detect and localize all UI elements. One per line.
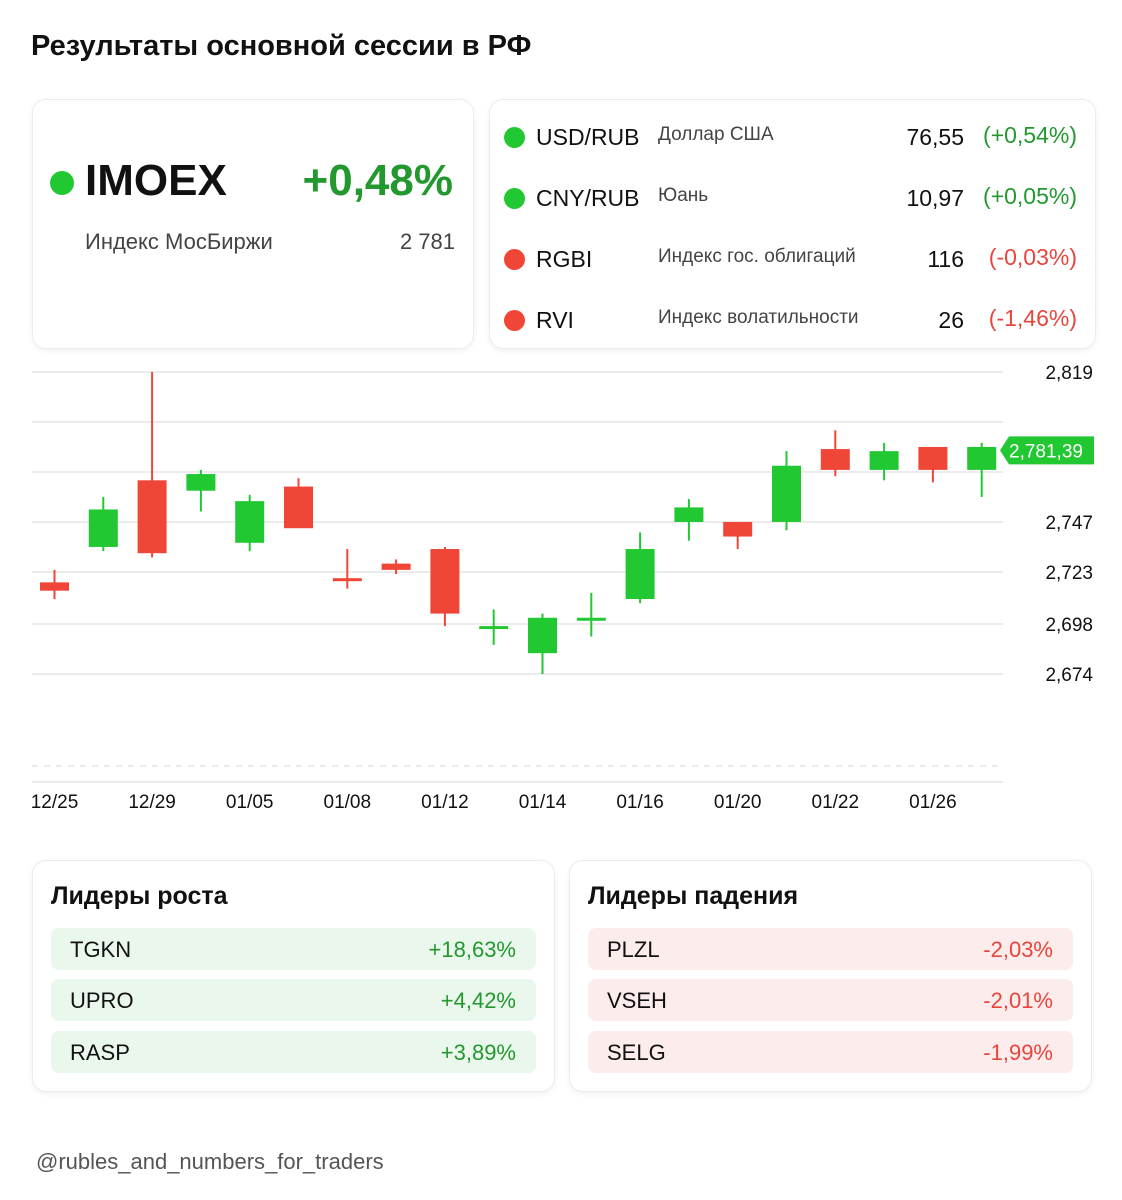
quote-symbol: RVI xyxy=(536,307,574,333)
status-dot xyxy=(504,249,525,270)
y-tick-label: 2,747 xyxy=(1045,513,1093,534)
quote-value: 10,97 xyxy=(906,185,964,211)
candle-body xyxy=(820,449,850,470)
x-tick-label: 12/25 xyxy=(31,792,79,813)
quote-row-rvi: RVI Индекс волатильности 26 (-1,46%) xyxy=(490,301,1095,341)
quote-value: 76,55 xyxy=(906,124,964,150)
imoex-change: +0,48% xyxy=(302,156,453,205)
gainer-change: +4,42% xyxy=(440,988,516,1013)
x-tick-label: 01/12 xyxy=(421,792,469,813)
imoex-value: 2 781 xyxy=(399,229,455,254)
quote-symbol: CNY/RUB xyxy=(536,185,640,211)
imoex-candlestick-chart: 2,819 2,747 2,723 2,698 2,674 12/25 12/29 01/05… xyxy=(0,355,1122,825)
candle-body xyxy=(40,582,69,591)
quote-name: Доллар США xyxy=(658,124,774,145)
quote-name: Юань xyxy=(658,185,709,206)
gainer-change: +18,63% xyxy=(428,937,516,962)
x-tick-label: 01/16 xyxy=(616,792,664,813)
quote-row-rgbi: RGBI Индекс гос. облигаций 116 (-0,03%) xyxy=(490,240,1095,280)
candle-body xyxy=(723,521,753,537)
candle-body xyxy=(576,617,606,621)
candle-body xyxy=(381,563,411,570)
last-price-label: 2,781,39 xyxy=(1009,441,1083,462)
candle-body xyxy=(332,578,362,582)
gainer-change: +3,89% xyxy=(440,1040,516,1065)
y-tick-label: 2,698 xyxy=(1045,615,1093,636)
loser-change: -2,03% xyxy=(983,937,1053,962)
candle-body xyxy=(674,507,704,522)
gainer-row: TGKN +18,63% xyxy=(51,928,536,970)
losers-heading: Лидеры падения xyxy=(588,882,799,910)
status-dot xyxy=(504,188,525,209)
quote-symbol: USD/RUB xyxy=(536,124,640,150)
chart-svg: 2,819 2,747 2,723 2,698 2,674 12/25 12/29 01/05… xyxy=(31,363,1094,813)
candle-body xyxy=(479,626,509,630)
quote-change: (-0,03%) xyxy=(988,244,1077,270)
candle-body xyxy=(137,480,167,554)
loser-ticker: PLZL xyxy=(607,937,660,962)
loser-ticker: VSEH xyxy=(607,988,667,1013)
loser-change: -1,99% xyxy=(983,1040,1053,1065)
losers-card: Лидеры падения PLZL -2,03% VSEH -2,01% S… xyxy=(569,860,1092,1092)
candle-body xyxy=(967,446,997,470)
gainer-ticker: UPRO xyxy=(70,988,134,1013)
gainer-ticker: TGKN xyxy=(70,937,132,962)
watermark: @rubles_and_numbers_for_traders xyxy=(36,1149,384,1174)
x-tick-label: 01/14 xyxy=(519,792,567,813)
gainers-card: Лидеры роста TGKN +18,63% UPRO +4,42% RA… xyxy=(32,860,555,1092)
last-price-tag xyxy=(1000,436,1094,465)
imoex-name: Индекс МосБиржи xyxy=(85,229,273,254)
loser-row: VSEH -2,01% xyxy=(588,979,1073,1021)
gainer-row: UPRO +4,42% xyxy=(51,979,536,1021)
status-dot xyxy=(504,310,525,331)
x-tick-label: 01/05 xyxy=(226,792,274,813)
quote-change: (-1,46%) xyxy=(988,305,1077,331)
quote-name: Индекс волатильности xyxy=(658,307,859,328)
status-dot xyxy=(504,127,525,148)
y-tick-label: 2,674 xyxy=(1045,665,1093,686)
quotes-card: USD/RUB Доллар США 76,55 (+0,54%) CNY/RU… xyxy=(489,99,1096,349)
quote-name: Индекс гос. облигаций xyxy=(658,246,856,267)
candle-body xyxy=(625,549,655,600)
loser-ticker: SELG xyxy=(607,1040,666,1065)
quote-symbol: RGBI xyxy=(536,246,593,272)
quote-change: (+0,54%) xyxy=(983,122,1077,148)
gainer-row: RASP +3,89% xyxy=(51,1031,536,1073)
gainer-ticker: RASP xyxy=(70,1040,130,1065)
quote-row-usd: USD/RUB Доллар США 76,55 (+0,54%) xyxy=(490,118,1095,158)
candle-body xyxy=(918,446,948,470)
gainers-heading: Лидеры роста xyxy=(51,882,228,910)
loser-row: PLZL -2,03% xyxy=(588,928,1073,970)
quote-row-cny: CNY/RUB Юань 10,97 (+0,05%) xyxy=(490,179,1095,219)
x-tick-label: 01/08 xyxy=(324,792,372,813)
x-tick-label: 01/22 xyxy=(812,792,860,813)
loser-change: -2,01% xyxy=(983,988,1053,1013)
candle-body xyxy=(772,465,801,522)
x-tick-label: 12/29 xyxy=(128,792,176,813)
imoex-card: IMOEX +0,48% Индекс МосБиржи 2 781 xyxy=(32,99,474,349)
candle-body xyxy=(430,549,460,614)
quote-value: 116 xyxy=(927,246,964,272)
loser-row: SELG -1,99% xyxy=(588,1031,1073,1073)
quote-change: (+0,05%) xyxy=(983,183,1077,209)
candle-body xyxy=(88,509,118,547)
y-tick-label: 2,819 xyxy=(1045,363,1093,384)
x-tick-label: 01/20 xyxy=(714,792,762,813)
x-tick-label: 01/26 xyxy=(909,792,957,813)
page-title: Результаты основной сессии в РФ xyxy=(31,30,532,62)
y-tick-label: 2,723 xyxy=(1045,563,1093,584)
candle-body xyxy=(528,617,557,654)
quote-value: 26 xyxy=(938,307,964,333)
imoex-status-dot xyxy=(50,171,74,195)
imoex-ticker: IMOEX xyxy=(85,156,227,205)
candle-body xyxy=(235,501,265,543)
candle-body xyxy=(284,486,313,529)
candle-body xyxy=(869,451,899,470)
candle-body xyxy=(186,474,216,491)
